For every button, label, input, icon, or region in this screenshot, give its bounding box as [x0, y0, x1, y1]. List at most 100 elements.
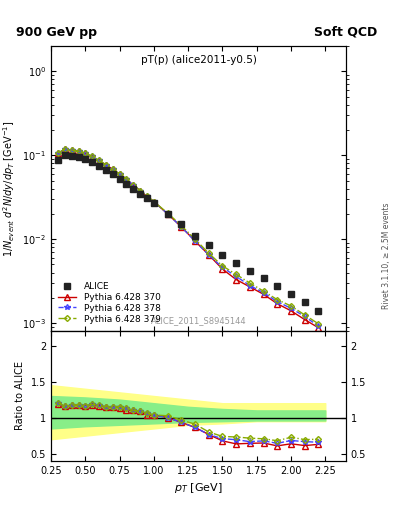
- Pythia 6.428 379: [248, 280, 252, 286]
- Pythia 6.428 378: [124, 176, 129, 182]
- Pythia 6.428 378: [234, 273, 239, 280]
- Pythia 6.428 379: [76, 148, 81, 154]
- ALICE: [220, 252, 225, 258]
- ALICE: [55, 157, 60, 163]
- Y-axis label: $1/N_{event}$ $d^2N/dy/dp_T$ $[\rm{GeV}^{-1}]$: $1/N_{event}$ $d^2N/dy/dp_T$ $[\rm{GeV}^…: [1, 120, 17, 257]
- Line: Pythia 6.428 370: Pythia 6.428 370: [55, 146, 321, 331]
- Pythia 6.428 370: [69, 147, 74, 153]
- Pythia 6.428 378: [145, 193, 149, 199]
- X-axis label: $p_T$ [GeV]: $p_T$ [GeV]: [174, 481, 223, 495]
- ALICE: [275, 283, 280, 289]
- Pythia 6.428 370: [97, 158, 101, 164]
- ALICE: [131, 185, 136, 191]
- Pythia 6.428 379: [55, 150, 60, 156]
- ALICE: [248, 268, 252, 274]
- Pythia 6.428 370: [83, 151, 88, 157]
- Pythia 6.428 370: [138, 187, 143, 194]
- Line: Pythia 6.428 379: Pythia 6.428 379: [56, 147, 321, 326]
- Pythia 6.428 379: [152, 199, 156, 205]
- Pythia 6.428 378: [62, 146, 67, 152]
- Pythia 6.428 378: [131, 182, 136, 188]
- Pythia 6.428 379: [90, 153, 95, 159]
- Pythia 6.428 378: [165, 211, 170, 217]
- ALICE: [316, 308, 321, 314]
- Pythia 6.428 378: [83, 151, 88, 157]
- ALICE: [117, 176, 122, 182]
- Pythia 6.428 370: [145, 194, 149, 200]
- Text: Soft QCD: Soft QCD: [314, 26, 377, 38]
- Pythia 6.428 370: [288, 308, 293, 314]
- Pythia 6.428 370: [302, 316, 307, 323]
- Pythia 6.428 379: [302, 312, 307, 318]
- ALICE: [69, 153, 74, 159]
- Pythia 6.428 370: [124, 177, 129, 183]
- ALICE: [193, 232, 197, 239]
- Pythia 6.428 370: [275, 301, 280, 307]
- Pythia 6.428 379: [131, 182, 136, 188]
- ALICE: [179, 221, 184, 227]
- ALICE: [206, 242, 211, 248]
- Pythia 6.428 370: [248, 284, 252, 290]
- ALICE: [302, 298, 307, 305]
- Line: ALICE: ALICE: [55, 151, 322, 314]
- Pythia 6.428 370: [165, 211, 170, 217]
- Pythia 6.428 370: [234, 276, 239, 283]
- Line: Pythia 6.428 378: Pythia 6.428 378: [55, 146, 321, 329]
- Text: Rivet 3.1.10, ≥ 2.5M events: Rivet 3.1.10, ≥ 2.5M events: [382, 203, 391, 309]
- Pythia 6.428 379: [117, 171, 122, 177]
- ALICE: [152, 200, 156, 206]
- Pythia 6.428 379: [124, 176, 129, 182]
- ALICE: [138, 190, 143, 197]
- Pythia 6.428 378: [248, 283, 252, 289]
- Pythia 6.428 379: [145, 193, 149, 199]
- ALICE: [97, 163, 101, 169]
- Pythia 6.428 378: [179, 224, 184, 230]
- Pythia 6.428 370: [261, 291, 266, 297]
- Pythia 6.428 379: [69, 147, 74, 153]
- Pythia 6.428 378: [90, 153, 95, 159]
- Pythia 6.428 370: [76, 148, 81, 154]
- Pythia 6.428 370: [179, 224, 184, 230]
- ALICE: [104, 167, 108, 173]
- ALICE: [165, 211, 170, 217]
- Pythia 6.428 370: [110, 166, 115, 173]
- Pythia 6.428 379: [138, 187, 143, 194]
- Pythia 6.428 379: [275, 296, 280, 303]
- Pythia 6.428 379: [316, 321, 321, 327]
- ALICE: [90, 159, 95, 165]
- ALICE: [62, 152, 67, 158]
- Pythia 6.428 378: [302, 313, 307, 319]
- Y-axis label: Ratio to ALICE: Ratio to ALICE: [15, 361, 25, 431]
- Pythia 6.428 370: [90, 154, 95, 160]
- Pythia 6.428 370: [206, 252, 211, 258]
- Pythia 6.428 379: [206, 250, 211, 257]
- ALICE: [261, 275, 266, 282]
- Pythia 6.428 370: [55, 151, 60, 157]
- Pythia 6.428 378: [275, 298, 280, 305]
- Text: 900 GeV pp: 900 GeV pp: [16, 26, 97, 38]
- ALICE: [288, 291, 293, 297]
- Pythia 6.428 378: [110, 166, 115, 173]
- Pythia 6.428 379: [288, 303, 293, 309]
- Pythia 6.428 379: [165, 210, 170, 216]
- Pythia 6.428 378: [220, 264, 225, 270]
- Pythia 6.428 378: [97, 157, 101, 163]
- Pythia 6.428 370: [220, 266, 225, 272]
- Pythia 6.428 379: [104, 162, 108, 168]
- Pythia 6.428 370: [117, 172, 122, 178]
- Pythia 6.428 378: [138, 187, 143, 194]
- ALICE: [234, 260, 239, 266]
- ALICE: [110, 172, 115, 178]
- Pythia 6.428 378: [76, 148, 81, 154]
- Pythia 6.428 378: [104, 162, 108, 168]
- ALICE: [76, 154, 81, 160]
- Pythia 6.428 379: [261, 288, 266, 294]
- Pythia 6.428 379: [193, 236, 197, 242]
- Pythia 6.428 378: [152, 199, 156, 205]
- Pythia 6.428 379: [220, 263, 225, 269]
- Pythia 6.428 379: [179, 223, 184, 229]
- Pythia 6.428 378: [206, 252, 211, 258]
- Pythia 6.428 370: [131, 182, 136, 188]
- Pythia 6.428 378: [261, 290, 266, 296]
- Pythia 6.428 378: [69, 147, 74, 153]
